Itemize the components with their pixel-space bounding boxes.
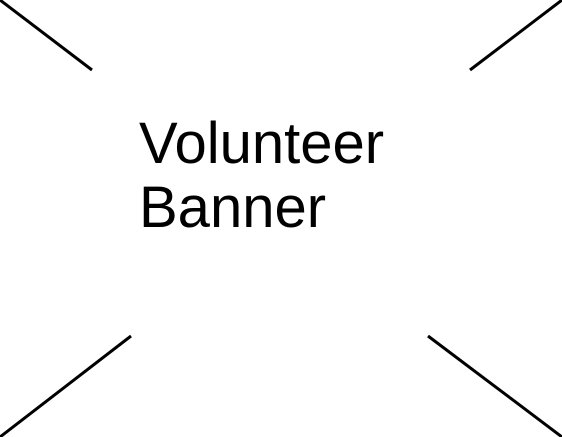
- placeholder-label-line-1: Volunteer: [139, 111, 385, 176]
- placeholder-label-line-2: Banner: [139, 175, 327, 240]
- cross-line-top-left: [0, 0, 93, 72]
- placeholder-label: Volunteer Banner: [139, 112, 439, 240]
- cross-line-bottom-right: [427, 334, 562, 437]
- cross-line-bottom-left: [0, 334, 132, 437]
- cross-line-top-right: [469, 0, 562, 72]
